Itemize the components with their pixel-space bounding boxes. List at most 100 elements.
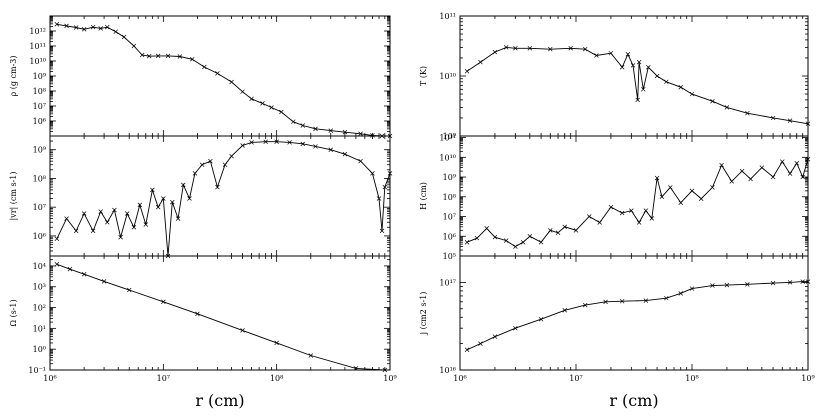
- data-point: [492, 49, 498, 55]
- data-point: [73, 25, 79, 30]
- data-point: [503, 238, 509, 243]
- data-point: [548, 228, 553, 233]
- data-point: [710, 283, 715, 288]
- data-point: [800, 279, 805, 284]
- data-point: [98, 209, 103, 214]
- data-point: [724, 105, 730, 110]
- data-point: [300, 123, 306, 128]
- x-tick-label: 10⁸: [270, 374, 283, 383]
- series-line: [466, 159, 809, 248]
- axis-frame: [459, 135, 809, 257]
- y-tick-label: 10¹: [33, 324, 46, 333]
- y-tick-label: 10⁹: [443, 132, 457, 141]
- data-point: [382, 184, 388, 190]
- data-point: [646, 64, 651, 70]
- data-point: [274, 340, 279, 346]
- data-point: [619, 64, 625, 70]
- data-point: [787, 118, 793, 123]
- data-point: [527, 234, 533, 239]
- data-point: [689, 286, 695, 291]
- data-point: [603, 299, 608, 305]
- data-point: [527, 46, 533, 51]
- y-tick-label: 10⁶: [33, 232, 46, 241]
- y-axis-label: j (cm2 s-1): [419, 292, 428, 336]
- y-tick-label: 10⁸: [33, 87, 46, 96]
- y-tick-label: 10¹¹: [29, 42, 46, 51]
- y-tick-label: 10⁹: [443, 173, 457, 182]
- data-point: [143, 222, 149, 227]
- data-point: [729, 179, 734, 184]
- data-point: [787, 280, 793, 285]
- data-point: [81, 27, 87, 32]
- data-point: [805, 121, 811, 127]
- data-point: [370, 171, 375, 176]
- data-point: [54, 22, 60, 27]
- data-point: [608, 204, 614, 210]
- y-axis-label: Ω (s-1): [9, 299, 18, 326]
- y-tick-label: 10¹⁰: [439, 153, 456, 162]
- x-tick-label: 10⁹: [383, 374, 397, 383]
- y-tick-label: 10⁹: [33, 146, 47, 155]
- data-point: [698, 196, 704, 201]
- data-point: [260, 101, 265, 106]
- axis-frame: [49, 255, 391, 371]
- data-point: [263, 139, 268, 144]
- data-point: [484, 226, 489, 231]
- data-point: [279, 109, 284, 115]
- data-point: [635, 97, 640, 103]
- x-tick-label: 10⁷: [569, 374, 582, 383]
- data-point: [654, 73, 660, 79]
- data-point: [513, 46, 518, 51]
- x-tick-label: 10⁶: [43, 374, 56, 383]
- data-point: [770, 174, 776, 180]
- y-axis-label: ρ (g cm-3): [9, 55, 18, 96]
- x-tick-label: 10⁹: [801, 374, 815, 383]
- panel-vr: 10⁶ 10⁷ 10⁸ 10⁹ |vr| (cm s-1): [9, 135, 393, 259]
- data-point: [678, 84, 684, 90]
- data-point: [568, 46, 573, 51]
- data-point: [608, 50, 614, 56]
- data-point: [249, 140, 254, 145]
- data-point: [146, 53, 152, 59]
- data-point: [625, 52, 631, 57]
- data-point: [659, 194, 665, 200]
- y-tick-label: 10¹⁷: [439, 278, 456, 287]
- y-tick-label: 10⁴: [33, 262, 46, 271]
- data-point: [376, 196, 382, 201]
- data-point: [548, 46, 553, 52]
- data-point: [492, 234, 498, 240]
- x-tick-label: 10⁶: [453, 374, 466, 383]
- axis-frame: [459, 255, 809, 371]
- data-point: [629, 208, 634, 213]
- data-point: [67, 266, 73, 272]
- data-point: [165, 53, 171, 59]
- axis-frame: [49, 15, 391, 137]
- data-point: [195, 311, 200, 317]
- y-tick-label: 10³: [33, 283, 46, 292]
- series-line: [56, 23, 390, 137]
- data-point: [215, 71, 220, 76]
- data-point: [342, 129, 348, 135]
- data-point: [478, 341, 483, 346]
- data-point: [155, 53, 161, 59]
- data-point: [636, 220, 642, 225]
- data-point: [573, 228, 579, 233]
- data-point: [118, 234, 123, 240]
- panel-omega: 10⁻¹ 10⁰ 10¹ 10² 10³ 10⁴ 10⁶ 10⁷ 10⁸ 10⁹ Ω (s-1) r …: [9, 255, 397, 410]
- data-point: [131, 43, 137, 49]
- panel-height: 10⁵ 10⁶ 10⁷ 10⁸ 10⁹ 10¹⁰ 10¹¹ H (cm): [419, 134, 811, 261]
- data-point: [800, 174, 805, 180]
- data-point: [126, 287, 132, 293]
- x-axis-label: r (cm): [195, 391, 244, 410]
- series-line: [56, 141, 391, 257]
- data-point: [770, 115, 776, 121]
- data-point: [313, 126, 318, 132]
- data-point: [101, 279, 107, 284]
- data-point: [689, 188, 695, 194]
- y-axis-label: H (cm): [419, 182, 428, 210]
- data-point: [513, 244, 518, 249]
- data-point: [745, 282, 750, 287]
- panel-rho: 10⁶ 10⁷ 10⁸ 10⁹ 10¹⁰ 10¹¹ 10¹² ρ (g cm-3): [9, 15, 393, 139]
- y-tick-label: 10⁻¹: [28, 366, 46, 375]
